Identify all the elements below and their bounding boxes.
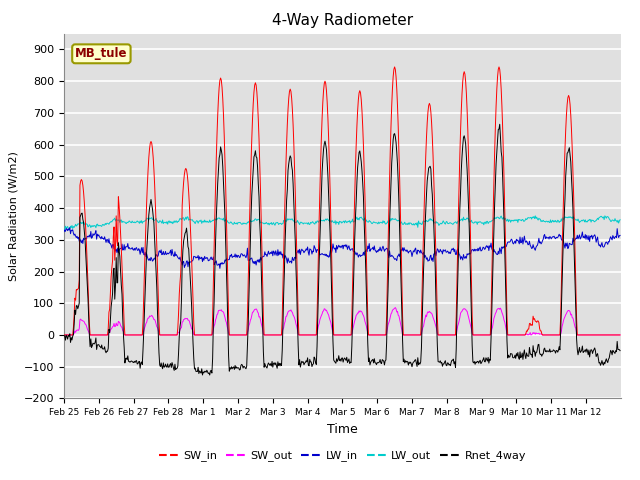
Text: MB_tule: MB_tule — [75, 48, 127, 60]
Title: 4-Way Radiometer: 4-Way Radiometer — [272, 13, 413, 28]
Legend: SW_in, SW_out, LW_in, LW_out, Rnet_4way: SW_in, SW_out, LW_in, LW_out, Rnet_4way — [154, 446, 531, 466]
Y-axis label: Solar Radiation (W/m2): Solar Radiation (W/m2) — [8, 151, 18, 281]
X-axis label: Time: Time — [327, 423, 358, 436]
